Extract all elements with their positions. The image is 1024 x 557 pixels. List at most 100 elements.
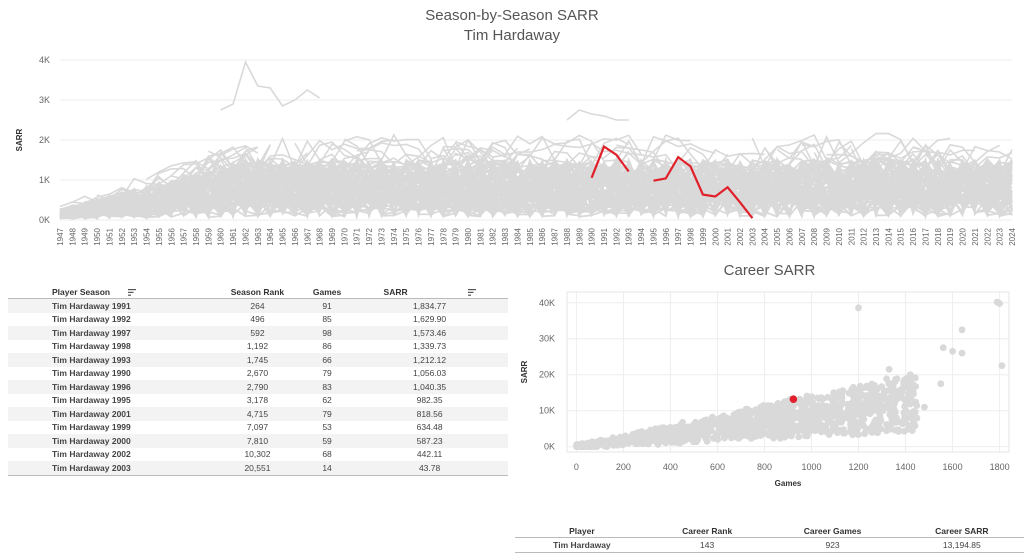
scatter-point — [880, 389, 888, 396]
scatter-point — [890, 407, 898, 415]
cell-games: 98 — [322, 327, 332, 338]
scatter-point — [815, 421, 823, 429]
column-header-games[interactable]: Games — [312, 286, 342, 297]
scatter-point — [659, 432, 666, 440]
player-line — [220, 59, 321, 111]
column-header-sarr[interactable]: SARR — [351, 285, 508, 299]
table-row: Tim Hardaway 1991 264 91 1,834.77 — [8, 298, 508, 313]
scatter-point — [949, 347, 956, 355]
column-header-career-rank[interactable]: Career Rank — [682, 525, 733, 536]
x-tick-label: 2023 — [996, 227, 1005, 245]
scatter-point — [893, 375, 901, 383]
x-tick-label: 2008 — [810, 227, 819, 245]
scatter-point — [747, 407, 754, 415]
player-line — [59, 159, 1013, 219]
scatter-point — [683, 429, 691, 437]
table-row: Tim Hardaway 2000 7,810 59 587.23 — [8, 434, 508, 448]
column-header-career-games[interactable]: Career Games — [803, 525, 862, 536]
cell-player-season: Tim Hardaway 1995 — [52, 395, 131, 406]
scatter-point — [622, 433, 630, 441]
scatter-point — [841, 429, 848, 437]
scatter-point — [909, 388, 917, 396]
sort-icon[interactable] — [467, 288, 476, 296]
y-tick-label: 3K — [39, 95, 50, 105]
season-table: Player Season Season Rank Games SARR Tim… — [8, 285, 508, 476]
x-tick-label: 1600 — [943, 462, 963, 472]
cell-season-rank: 592 — [250, 327, 265, 338]
x-tick-label: 2007 — [798, 227, 807, 245]
cell-season-rank: 496 — [250, 314, 265, 325]
scatter-point — [770, 434, 777, 442]
highlight-point — [789, 395, 798, 403]
x-tick-label: 2012 — [860, 227, 869, 245]
x-tick-label: 1965 — [279, 227, 288, 245]
x-tick-label: 1000 — [801, 462, 821, 472]
scatter-point — [798, 409, 806, 417]
scatter-point — [880, 395, 888, 403]
scatter-point — [814, 402, 821, 409]
table-row: Tim Hardaway 1995 3,178 62 982.35 — [8, 394, 508, 408]
scatter-point — [805, 410, 813, 417]
scatter-point — [883, 402, 891, 409]
scatter-point — [845, 389, 853, 397]
x-tick-label: 1961 — [229, 227, 238, 245]
career-table-header: Player Career Rank Career Games Career S… — [515, 524, 1024, 538]
scatter-point — [872, 406, 880, 414]
highlight-player-line — [653, 155, 754, 219]
scatter-point — [817, 394, 825, 402]
cell-season-rank: 7,097 — [246, 422, 269, 433]
scatter-point — [748, 433, 756, 441]
scatter-point — [876, 412, 884, 420]
x-tick-label: 1952 — [118, 227, 127, 245]
scatter-point — [788, 406, 796, 414]
cell-sarr: 1,834.77 — [413, 300, 447, 311]
scatter-point — [603, 440, 611, 448]
x-tick-label: 400 — [663, 462, 678, 472]
table-row: Tim Hardaway 1996 2,790 83 1,040.35 — [8, 380, 508, 394]
background-player-lines — [59, 59, 1013, 221]
player-line — [59, 144, 271, 208]
scatter-point — [866, 383, 874, 391]
scatter-point — [872, 401, 880, 409]
scatter-point — [855, 392, 863, 400]
player-line — [826, 149, 975, 172]
scatter-point — [741, 412, 749, 420]
scatter-point — [907, 409, 915, 417]
scatter-point — [921, 403, 928, 411]
column-header-season-rank[interactable]: Season Rank — [230, 286, 285, 297]
scatter-point — [847, 400, 854, 408]
x-tick-label: 0 — [574, 462, 579, 472]
scatter-point — [835, 416, 843, 424]
scatter-point — [836, 407, 844, 414]
x-tick-label: 1955 — [155, 227, 164, 245]
x-tick-label: 1954 — [143, 227, 152, 245]
scatter-point — [789, 429, 796, 437]
x-tick-label: 2005 — [773, 227, 782, 245]
column-header-career-sarr[interactable]: Career SARR — [935, 525, 989, 536]
x-tick-label: 2003 — [748, 227, 757, 245]
career-cell-rank: 143 — [700, 539, 715, 550]
scatter-point — [803, 424, 810, 432]
cell-sarr: 1,056.03 — [413, 368, 447, 379]
x-tick-label: 2000 — [711, 227, 720, 245]
player-line — [208, 136, 394, 173]
scatter-point — [886, 395, 894, 402]
cell-sarr: 442.11 — [416, 449, 443, 460]
x-tick-label: 1962 — [241, 227, 250, 245]
scatter-point — [885, 365, 893, 373]
y-tick-label: 0K — [39, 215, 50, 225]
scatter-point — [875, 420, 883, 427]
column-header-player-season[interactable]: Player Season — [8, 285, 212, 299]
scatter-point — [783, 404, 791, 412]
scatter-point — [662, 439, 670, 447]
cell-player-season: Tim Hardaway 2001 — [52, 408, 131, 419]
cell-player-season: Tim Hardaway 1990 — [52, 368, 131, 379]
cell-games: 85 — [322, 314, 332, 325]
column-header-player[interactable]: Player — [569, 525, 595, 536]
sort-icon[interactable] — [128, 288, 137, 296]
scatter-point — [710, 418, 718, 426]
x-tick-label: 1957 — [180, 227, 189, 245]
x-tick-label: 2004 — [761, 227, 770, 245]
y-tick-label: 30K — [539, 334, 555, 344]
scatter-point — [796, 421, 804, 429]
